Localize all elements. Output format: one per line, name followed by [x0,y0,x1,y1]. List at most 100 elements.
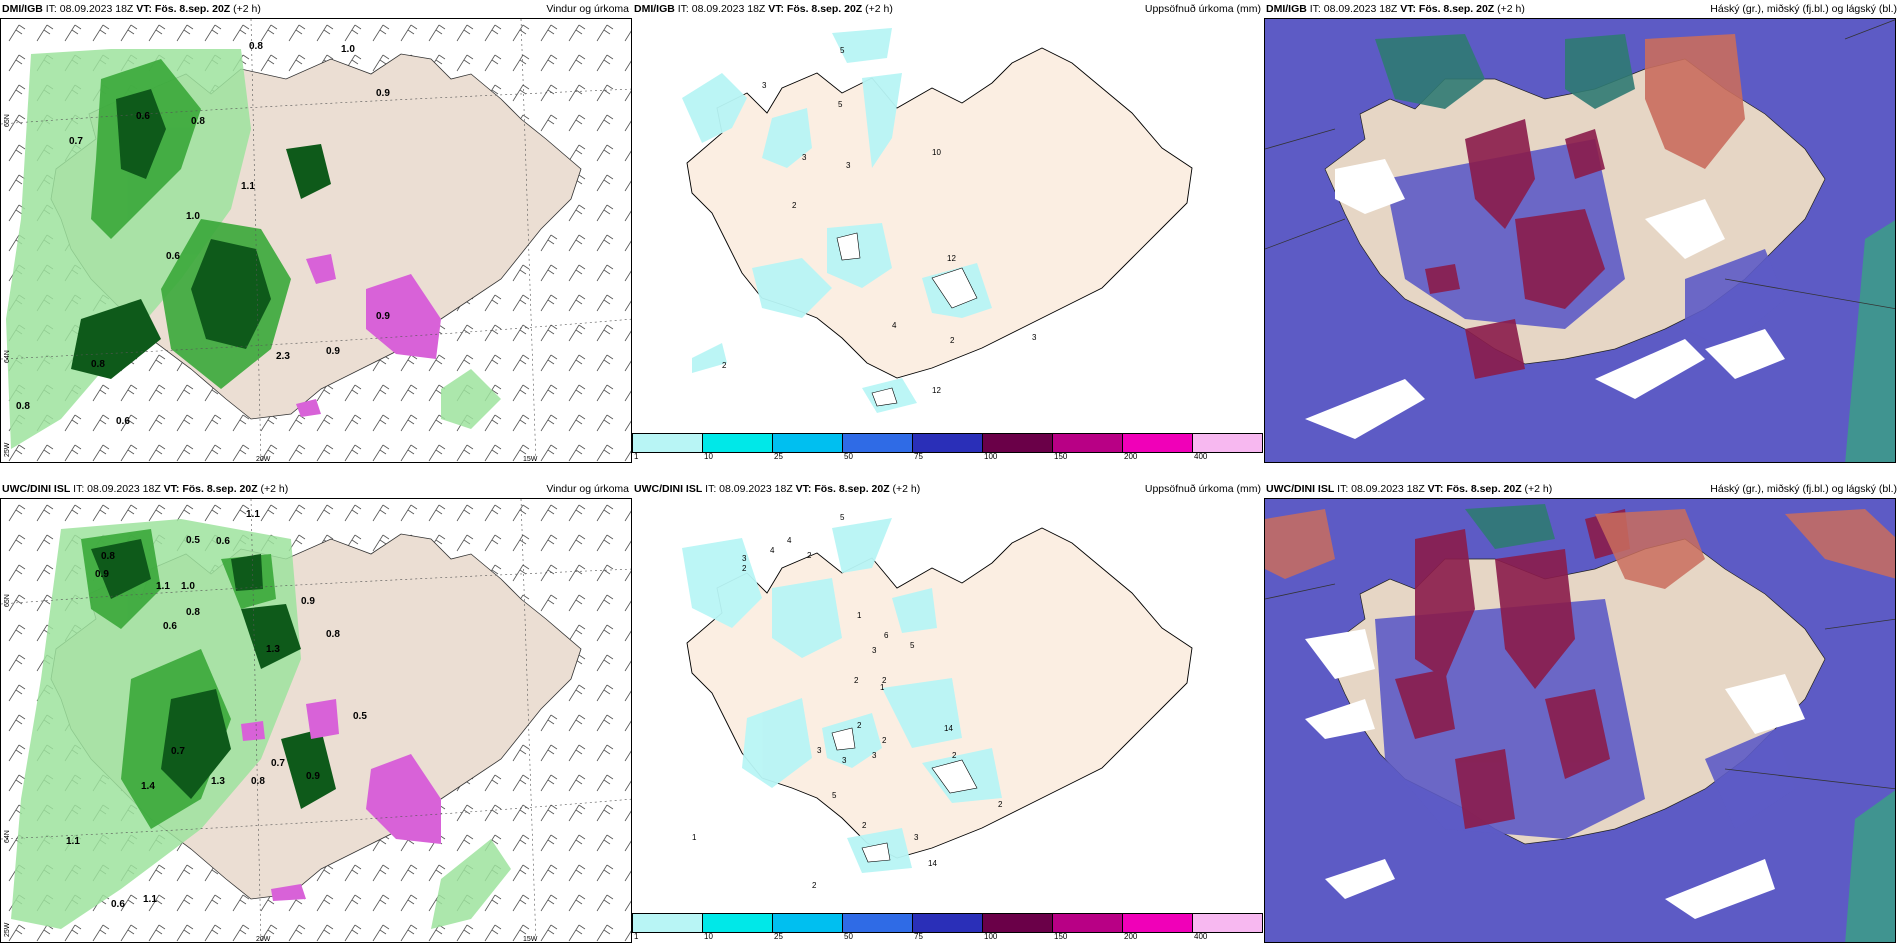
model-name: DMI/IGB [634,3,675,15]
svg-text:14: 14 [928,859,937,868]
precip-heavy [91,539,336,809]
svg-text:2: 2 [998,800,1003,809]
lead-time: (+2 h) [1524,483,1553,495]
colorbar-swatch [1123,434,1193,452]
panel-clouds-uwc: UWC/DINI ISL IT: 08.09.2023 18Z VT: Fös.… [1264,480,1900,943]
precip-extreme [296,254,441,417]
init-time: IT: 08.09.2023 18Z [45,3,134,15]
panel-header: DMI/IGB IT: 08.09.2023 18Z VT: Fös. 8.se… [1264,0,1900,18]
lat-label: 65N [4,114,11,127]
svg-text:2: 2 [857,721,862,730]
colorbar-ticks-top: 1 10 25 50 75 100 150 200 400 [632,452,1263,464]
panel-title: Uppsöfnuð úrkoma (mm) [1144,483,1261,495]
precip-extreme [241,699,441,901]
lat-label: 65N [4,594,11,607]
svg-text:0.7: 0.7 [271,758,285,769]
model-name: DMI/IGB [1266,3,1307,15]
colorbar-tick: 1 [634,932,639,941]
svg-text:1.1: 1.1 [241,181,255,192]
svg-text:2: 2 [792,201,797,210]
colorbar-tick: 10 [704,452,713,461]
svg-text:0.8: 0.8 [191,116,205,127]
panel-wind-precip-uwc: UWC/DINI ISL IT: 08.09.2023 18Z VT: Fös.… [0,480,632,943]
wind-precip-map: 65N 64N 25W 20W 15W 1.1 0.8 0.5 0.6 0.9 … [1,499,631,942]
precip-value-labels: 1.1 0.8 0.5 0.6 0.9 1.0 1.1 0.8 1.3 0.6 … [66,509,367,910]
lat-label: 64N [4,350,11,363]
svg-text:3: 3 [872,751,877,760]
colorbar-swatch [1053,914,1123,932]
svg-text:3: 3 [914,833,919,842]
colorbar-swatch [913,914,983,932]
svg-text:1.4: 1.4 [141,781,155,792]
svg-text:1.1: 1.1 [143,894,157,905]
colorbar-tick: 50 [844,932,853,941]
colorbar-top [632,433,1263,453]
svg-text:0.7: 0.7 [171,746,185,757]
svg-text:0.6: 0.6 [216,536,230,547]
high-cloud [1375,34,1895,462]
lead-time: (+2 h) [233,3,261,15]
svg-text:3: 3 [742,554,747,563]
colorbar-tick: 150 [1054,452,1068,461]
colorbar-tick: 50 [844,452,853,461]
svg-text:0.9: 0.9 [326,346,340,357]
svg-text:2.3: 2.3 [276,351,290,362]
colorbar-swatch [703,434,773,452]
svg-text:2: 2 [950,336,955,345]
svg-text:1.1: 1.1 [66,836,80,847]
model-name: DMI/IGB [2,3,43,15]
panel-title: Vindur og úrkoma [546,3,629,15]
svg-text:0.8: 0.8 [186,607,200,618]
svg-text:0.6: 0.6 [116,416,130,427]
svg-text:4: 4 [892,321,897,330]
svg-text:1: 1 [880,683,885,692]
panel-header: DMI/IGB IT: 08.09.2023 18Z VT: Fös. 8.se… [0,0,632,18]
svg-text:3: 3 [872,646,877,655]
colorbar-swatch [1123,914,1193,932]
wind-precip-map: 65N 64N 25W 20W 15W 0.8 1.0 0.9 0.6 0.7 … [1,19,631,462]
panel-title: Uppsöfnuð úrkoma (mm) [1144,3,1261,15]
panel-clouds-dmi: DMI/IGB IT: 08.09.2023 18Z VT: Fös. 8.se… [1264,0,1900,463]
init-time: IT: 08.09.2023 18Z [73,483,161,495]
svg-text:0.8: 0.8 [251,776,265,787]
cloud-cover-map [1265,499,1895,942]
svg-text:0.8: 0.8 [91,359,105,370]
svg-text:0.8: 0.8 [16,401,30,412]
svg-text:5: 5 [840,46,845,55]
colorbar-tick: 100 [984,932,998,941]
colorbar-swatch [633,434,703,452]
accum-value-labels: 5 3 4 2 2 4 1 3 6 5 2 2 1 2 3 14 2 3 2 3 [692,513,1003,890]
colorbar-ticks-bottom: 1 10 25 50 75 100 150 200 400 [632,932,1263,944]
map-frame: 65N 64N 25W 20W 15W 0.8 1.0 0.9 0.6 0.7 … [0,18,632,463]
svg-text:0.9: 0.9 [95,569,109,580]
init-time: IT: 08.09.2023 18Z [1337,483,1425,495]
accum-precip-map: 5 3 4 2 2 4 1 3 6 5 2 2 1 2 3 14 2 3 2 3 [632,498,1264,943]
panel-header: DMI/IGB IT: 08.09.2023 18Z VT: Fös. 8.se… [632,0,1264,18]
colorbar-swatch [1193,914,1262,932]
precip-heavy [71,89,331,379]
valid-time: VT: Fös. 8.sep. 20Z [795,483,890,495]
glacier-outlines [836,232,978,407]
svg-text:12: 12 [947,254,956,263]
colorbar-swatch [773,434,843,452]
svg-text:1.1: 1.1 [156,581,170,592]
valid-time: VT: Fös. 8.sep. 20Z [1427,483,1522,495]
graticule [1,499,631,942]
valid-time: VT: Fös. 8.sep. 20Z [163,483,258,495]
svg-text:0.9: 0.9 [376,311,390,322]
colorbar-swatch [913,434,983,452]
map-frame [1264,498,1896,943]
colorbar-tick: 200 [1124,932,1138,941]
colorbar-bottom [632,913,1263,933]
svg-text:2: 2 [882,736,887,745]
map-frame: 65N 64N 25W 20W 15W 1.1 0.8 0.5 0.6 0.9 … [0,498,632,943]
colorbar-tick: 75 [914,932,923,941]
panel-wind-precip-dmi: DMI/IGB IT: 08.09.2023 18Z VT: Fös. 8.se… [0,0,632,463]
lead-time: (+2 h) [260,483,289,495]
map-frame: 5 3 4 2 2 4 1 3 6 5 2 2 1 2 3 14 2 3 2 3 [632,498,1264,943]
svg-text:2: 2 [882,676,887,685]
panel-title: Háský (gr.), miðský (fj.bl.) og lágský (… [1710,483,1897,495]
svg-text:2: 2 [862,821,867,830]
svg-text:1.1: 1.1 [246,509,260,520]
svg-text:0.8: 0.8 [326,629,340,640]
